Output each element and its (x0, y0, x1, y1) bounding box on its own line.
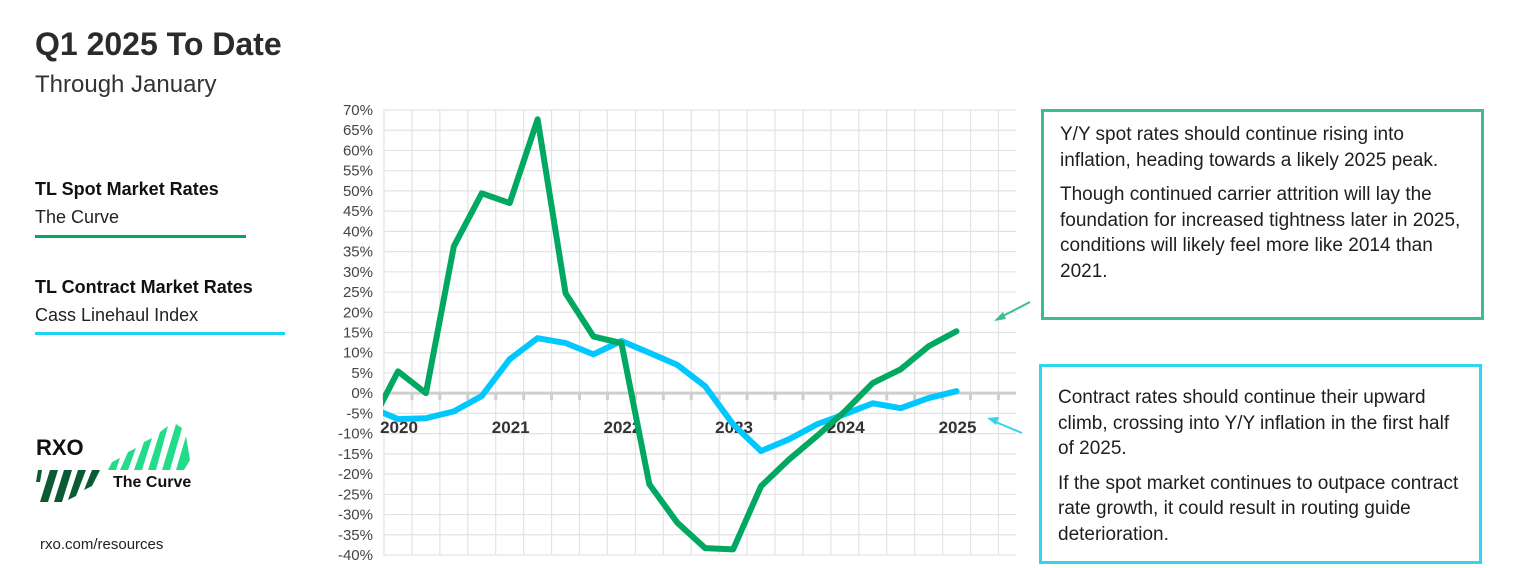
spot-annotation-box: Y/Y spot rates should continue rising in… (1041, 109, 1484, 320)
contract-annotation-p1: Contract rates should continue their upw… (1058, 387, 1450, 459)
y-tick-label: -5% (346, 405, 373, 422)
chart-grid (382, 109, 1016, 556)
y-tick-label: 0% (351, 385, 373, 402)
x-axis: 2020 2021 2022 2023 2024 2025 (380, 418, 976, 437)
rxo-logo: RXO (36, 435, 84, 460)
spot-annotation-p2: Though continued carrier attrition will … (1060, 184, 1461, 282)
legend-contract-swatch (35, 332, 285, 335)
y-tick-label: -10% (338, 426, 373, 443)
contract-annotation-box: Contract rates should continue their upw… (1039, 364, 1482, 564)
y-tick-label: 25% (343, 284, 373, 301)
y-tick-label: 60% (343, 142, 373, 159)
page-title: Q1 2025 To Date (35, 26, 282, 62)
resources-link[interactable]: rxo.com/resources (40, 536, 164, 553)
y-tick-label: -30% (338, 507, 373, 524)
y-tick-label: 40% (343, 223, 373, 240)
y-tick-label: 50% (343, 183, 373, 200)
y-tick-label: 5% (351, 365, 373, 382)
y-tick-label: -15% (338, 446, 373, 463)
y-tick-label: 20% (343, 304, 373, 321)
y-tick-label: 45% (343, 203, 373, 220)
x-tick-label: 2021 (492, 418, 530, 437)
y-axis: 70% 65% 60% 55% 50% 45% 40% 35% 30% 25% 20% 15% 10% 5… (338, 102, 373, 564)
series-line-spot (383, 116, 960, 553)
y-tick-label: 55% (343, 163, 373, 180)
y-tick-label: 65% (343, 122, 373, 139)
legend-spot-source: The Curve (35, 207, 120, 227)
y-tick-label: 10% (343, 345, 373, 362)
y-tick-label: 35% (343, 244, 373, 261)
curve-logo-text: The Curve (113, 474, 192, 491)
x-tick-label: 2020 (380, 418, 418, 437)
legend-spot-title: TL Spot Market Rates (35, 179, 219, 199)
y-tick-label: 15% (343, 325, 373, 342)
legend-contract-source: Cass Linehaul Index (35, 305, 199, 325)
series-lines (383, 116, 960, 553)
x-tick-label: 2025 (939, 418, 977, 437)
y-tick-label: -35% (338, 527, 373, 544)
contract-arrowhead-icon (987, 417, 999, 425)
y-tick-label: 30% (343, 264, 373, 281)
y-tick-label: 70% (343, 102, 373, 119)
x-tick-label: 2024 (827, 418, 865, 437)
curve-logo-icon (36, 424, 190, 502)
page-subtitle: Through January (35, 71, 217, 98)
spot-arrowhead-icon (994, 312, 1006, 321)
y-tick-label: -20% (338, 466, 373, 483)
legend-contract-title: TL Contract Market Rates (35, 277, 253, 297)
y-tick-label: -40% (338, 547, 373, 564)
series-line-contract (383, 335, 960, 455)
spot-annotation-p1: Y/Y spot rates should continue rising in… (1060, 124, 1439, 171)
legend-spot-swatch (35, 235, 246, 238)
contract-annotation-p2: If the spot market continues to outpace … (1058, 472, 1459, 545)
x-tick-label: 2022 (603, 418, 641, 437)
y-tick-label: -25% (338, 486, 373, 503)
